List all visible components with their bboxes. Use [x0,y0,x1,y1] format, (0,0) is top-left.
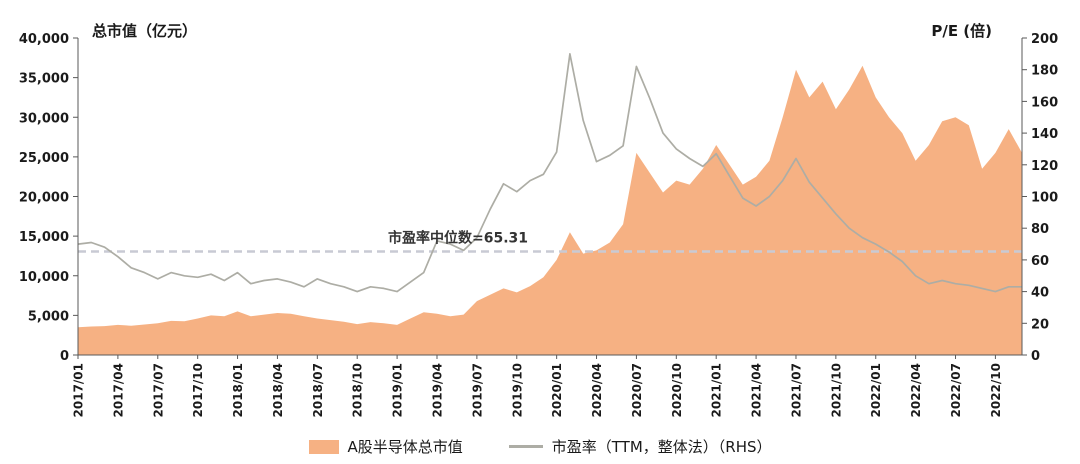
x-tick-label: 2019/10 [510,363,524,417]
right-tick-label: 140 [1031,127,1058,142]
legend: A股半导体总市值 市盈率（TTM，整体法）（RHS） [0,436,1080,457]
x-tick-label: 2019/04 [430,363,444,417]
chart-canvas: 0 5,000 10,000 15,000 20,000 25,000 30,000 35,0… [19,32,1058,417]
x-tick-label: 2020/07 [630,363,644,417]
x-tick-label: 2021/01 [710,363,724,417]
marketcap-area-series [78,65,1022,355]
x-tick-label: 2017/10 [191,363,205,417]
x-tick-label: 2020/10 [670,363,684,417]
x-tick-label: 2021/07 [789,363,803,417]
left-tick-label: 30,000 [19,111,69,126]
x-tick-label: 2017/01 [72,363,86,417]
left-tick-label: 5,000 [28,309,69,324]
x-tick-label: 2017/04 [111,363,125,417]
left-tick-label: 35,000 [19,72,69,87]
right-tick-label: 200 [1031,32,1058,47]
right-tick-label: 60 [1031,254,1049,269]
x-tick-label: 2022/01 [869,363,883,417]
x-tick-label: 2019/01 [391,363,405,417]
x-tick-label: 2021/04 [750,363,764,417]
x-tick-label: 2018/04 [271,363,285,417]
left-axis-title: 总市值（亿元） [92,22,198,40]
x-tick-label: 2022/10 [989,363,1003,417]
x-tick-label: 2020/04 [590,363,604,417]
right-tick-label: 160 [1031,95,1058,110]
legend-label-pe: 市盈率（TTM，整体法）（RHS） [551,438,772,456]
legend-item-marketcap: A股半导体总市值 [308,436,463,457]
x-tick-label: 2022/04 [909,363,923,417]
x-tick-label: 2018/01 [231,363,245,417]
left-tick-label: 0 [60,349,69,364]
line-swatch-icon [508,445,543,448]
x-tick-label: 2022/07 [949,363,963,417]
x-tick-label: 2018/10 [351,363,365,417]
right-tick-label: 0 [1031,349,1040,364]
legend-item-pe: 市盈率（TTM，整体法）（RHS） [508,436,772,457]
left-tick-label: 15,000 [19,230,69,245]
right-axis-title: P/E (倍) [931,22,992,40]
legend-label-marketcap: A股半导体总市值 [347,438,463,456]
right-tick-label: 40 [1031,286,1049,301]
x-tick-label: 2021/10 [829,363,843,417]
right-tick-label: 100 [1031,191,1058,206]
x-tick-label: 2019/07 [470,363,484,417]
pe-line-series [77,53,1022,293]
left-tick-label: 20,000 [19,191,69,206]
left-tick-label: 40,000 [19,32,69,47]
x-tick-label: 2020/01 [550,363,564,417]
x-tick-label: 2018/07 [311,363,325,417]
x-tick-label: 2017/07 [151,363,165,417]
right-tick-label: 80 [1031,222,1049,237]
left-tick-label: 25,000 [19,151,69,166]
right-tick-label: 180 [1031,64,1058,79]
median-annotation: 市盈率中位数=65.31 [388,229,528,246]
area-swatch-icon [308,439,339,454]
left-tick-label: 10,000 [19,270,69,285]
right-tick-label: 20 [1031,317,1049,332]
right-tick-label: 120 [1031,159,1058,174]
